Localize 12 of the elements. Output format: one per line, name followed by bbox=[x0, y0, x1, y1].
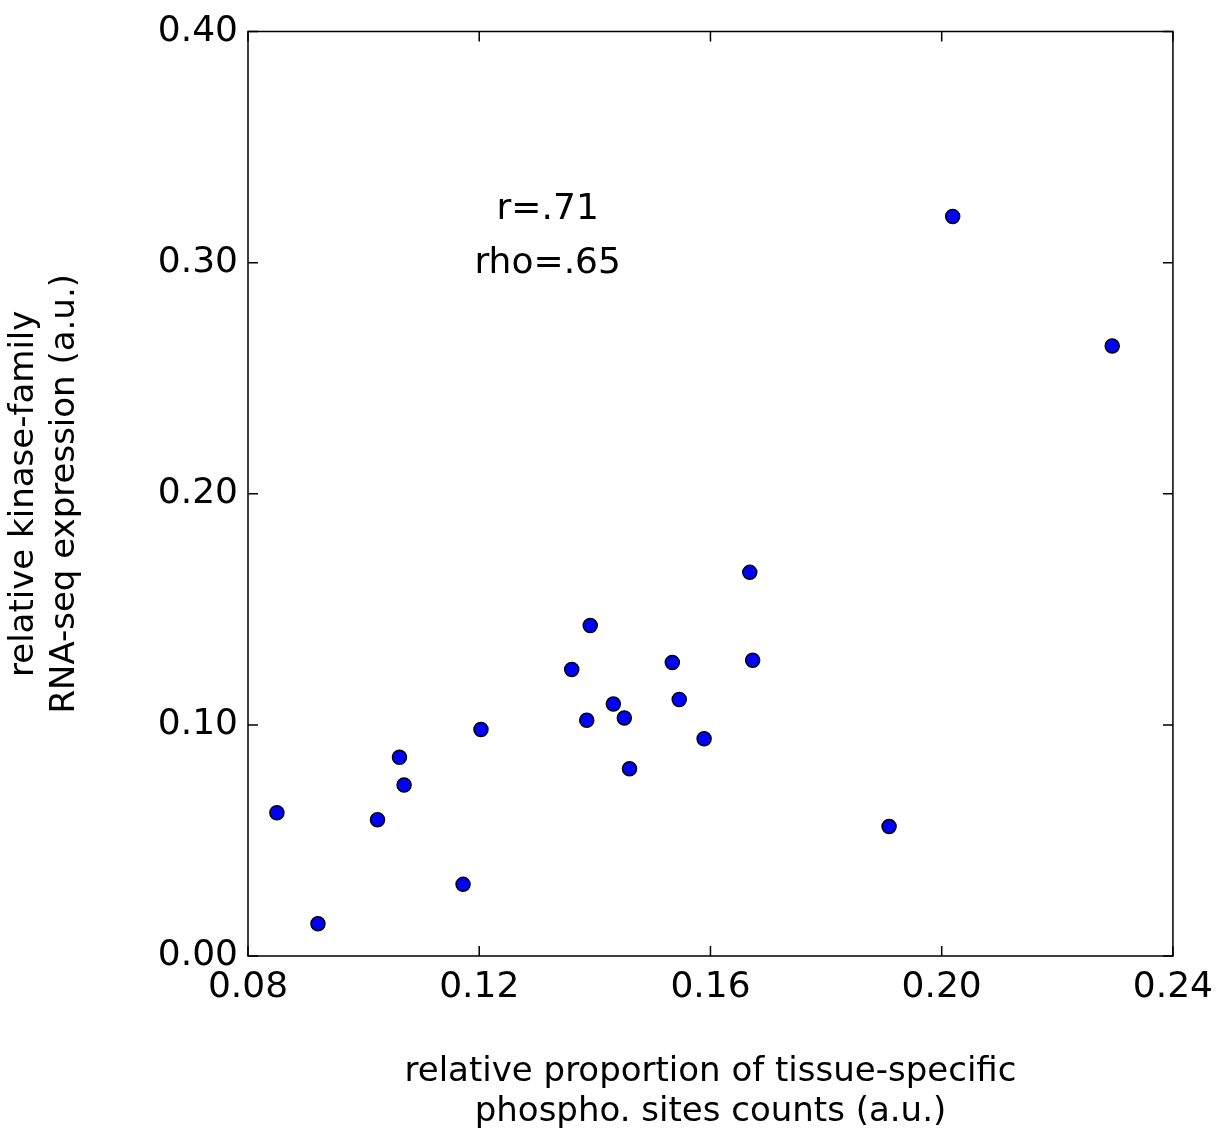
y-tick-label: 0.10 bbox=[157, 701, 238, 743]
x-tick-label: 0.12 bbox=[439, 963, 520, 1005]
x-axis-title: relative proportion of tissue-specific phospho. sites counts (a.u.) bbox=[404, 1048, 1017, 1130]
annotation: rho=.65 bbox=[474, 240, 621, 282]
y-axis-title: relative kinase-family RNA-seq expression (a.u.) bbox=[1, 274, 83, 714]
y-tick-label: 0.20 bbox=[157, 470, 238, 512]
x-tick-label: 0.24 bbox=[1132, 963, 1213, 1005]
y-tick-label: 0.30 bbox=[157, 239, 238, 281]
x-tick-label: 0.20 bbox=[901, 963, 982, 1005]
y-tick-label: 0.40 bbox=[157, 7, 238, 49]
x-tick-label: 0.16 bbox=[670, 963, 751, 1005]
annotation: r=.71 bbox=[496, 186, 599, 228]
